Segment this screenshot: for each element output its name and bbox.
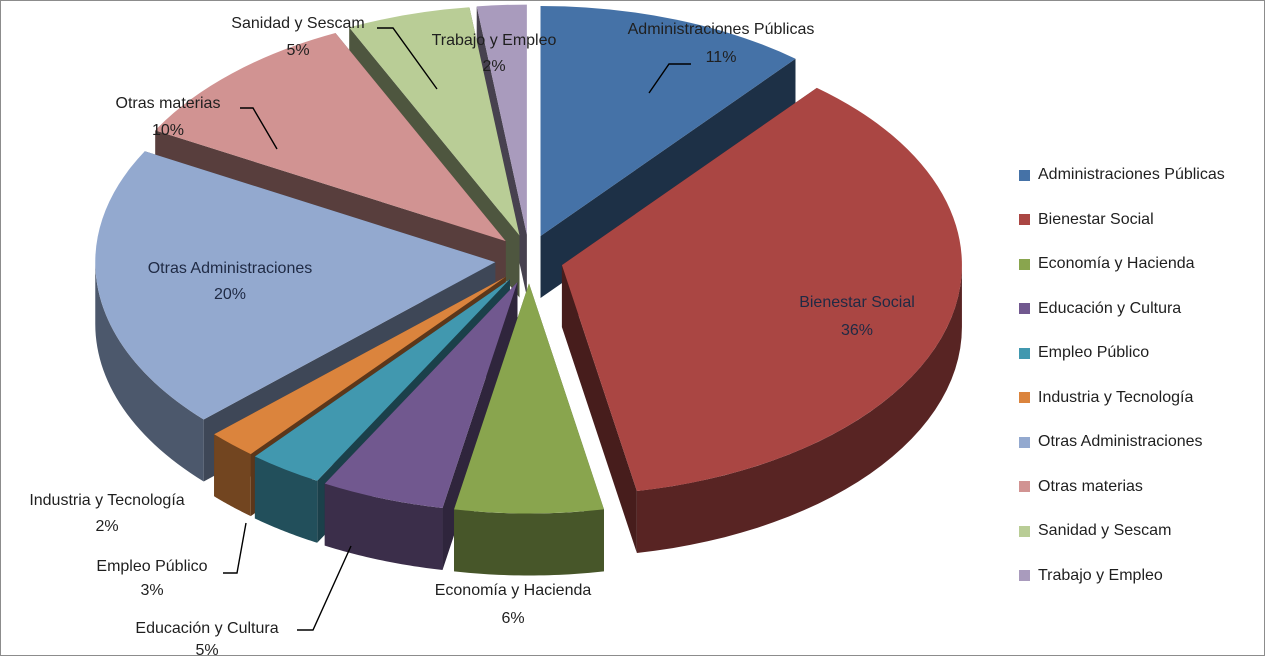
pie-slice-empleo-publico	[254, 279, 510, 481]
legend-swatch-economia-y-hacienda	[1019, 258, 1030, 270]
legend-swatch-otras-administraciones	[1019, 436, 1030, 448]
data-label-value-educacion-y-cultura: 5%	[195, 642, 218, 655]
legend-item-educacion-y-cultura: Educación y Cultura	[1019, 287, 1225, 332]
data-labels: Administraciones Públicas 11% Bienestar So…	[29, 15, 914, 655]
leader-line-educacion-y-cultura	[297, 545, 352, 631]
pie-slice-industria-y-tecnologia	[214, 276, 506, 455]
data-label-value-bienestar-social: 36%	[841, 322, 873, 339]
data-label-name-trabajo-y-empleo: Trabajo y Empleo	[432, 32, 557, 49]
data-label-value-empleo-publico: 3%	[140, 582, 163, 599]
legend-item-sanidad-y-sescam: Sanidad y Sescam	[1019, 509, 1225, 554]
data-label-name-otras-administraciones: Otras Administraciones	[148, 260, 313, 277]
legend-swatch-sanidad-y-sescam	[1019, 525, 1030, 537]
legend-label-bienestar-social: Bienestar Social	[1038, 210, 1154, 228]
legend-label-otras-materias: Otras materias	[1038, 477, 1143, 495]
pie-slice-educacion-y-cultura	[324, 282, 518, 508]
pie-slice-economia-y-hacienda	[454, 283, 604, 514]
legend-swatch-empleo-publico	[1019, 347, 1030, 359]
legend-label-educacion-y-cultura: Educación y Cultura	[1038, 299, 1182, 317]
data-label-value-industria-y-tecnologia: 2%	[95, 518, 118, 535]
legend-item-otras-materias: Otras materias	[1019, 465, 1225, 510]
pie-slice-side-industria-y-tecnologia	[214, 434, 251, 517]
data-label-name-industria-y-tecnologia: Industria y Tecnología	[29, 492, 184, 509]
legend-item-administraciones-publicas: Administraciones Públicas	[1019, 153, 1225, 198]
data-label-value-sanidad-y-sescam: 5%	[286, 42, 309, 59]
pie-slice-side-economia-y-hacienda	[454, 509, 604, 576]
pie-slice-side-empleo-publico	[254, 456, 318, 543]
pie-slice-side-bienestar-social	[636, 265, 962, 554]
legend-swatch-administraciones-publicas	[1019, 169, 1030, 181]
leader-line-administraciones-publicas	[648, 63, 691, 94]
leader-line-sanidad-y-sescam	[377, 27, 438, 90]
pie-slice-side-otras-administraciones	[95, 262, 204, 482]
legend-item-empleo-publico: Empleo Público	[1019, 331, 1225, 376]
legend-item-industria-y-tecnologia: Industria y Tecnología	[1019, 376, 1225, 421]
legend-swatch-industria-y-tecnologia	[1019, 392, 1030, 404]
legend-swatch-educacion-y-cultura	[1019, 303, 1030, 315]
data-label-name-sanidad-y-sescam: Sanidad y Sescam	[231, 15, 364, 32]
data-label-value-trabajo-y-empleo: 2%	[482, 58, 505, 75]
legend-label-otras-administraciones: Otras Administraciones	[1038, 433, 1203, 451]
pie-slice-otras-materias	[155, 33, 506, 242]
legend-swatch-bienestar-social	[1019, 214, 1030, 226]
data-label-name-economia-y-hacienda: Economía y Hacienda	[435, 582, 592, 599]
legend-item-bienestar-social: Bienestar Social	[1019, 198, 1225, 243]
pie-slice-wall-bienestar-social	[561, 265, 637, 554]
legend-swatch-otras-materias	[1019, 481, 1030, 493]
legend-label-empleo-publico: Empleo Público	[1038, 344, 1150, 362]
pie-slice-bienestar-social	[561, 87, 962, 492]
legend: Administraciones Públicas Bienestar Socia…	[1019, 153, 1225, 598]
legend-swatch-trabajo-y-empleo	[1019, 570, 1030, 582]
data-label-name-bienestar-social: Bienestar Social	[799, 294, 915, 311]
legend-label-industria-y-tecnologia: Industria y Tecnología	[1038, 388, 1194, 406]
pie-tops	[95, 4, 962, 514]
pie-slice-sanidad-y-sescam	[349, 7, 520, 236]
legend-item-trabajo-y-empleo: Trabajo y Empleo	[1019, 554, 1225, 599]
data-label-name-administraciones-publicas: Administraciones Públicas	[628, 21, 815, 38]
pie-slice-otras-administraciones	[95, 151, 496, 420]
legend-item-economia-y-hacienda: Economía y Hacienda	[1019, 242, 1225, 287]
legend-label-economia-y-hacienda: Economía y Hacienda	[1038, 255, 1195, 273]
legend-label-trabajo-y-empleo: Trabajo y Empleo	[1038, 566, 1163, 584]
pie-slice-administraciones-publicas	[540, 5, 796, 236]
legend-label-sanidad-y-sescam: Sanidad y Sescam	[1038, 522, 1172, 540]
leader-line-otras-materias	[240, 107, 278, 150]
legend-item-otras-administraciones: Otras Administraciones	[1019, 420, 1225, 465]
data-label-value-administraciones-publicas: 11%	[706, 49, 737, 66]
pie-slice-side-educacion-y-cultura	[324, 483, 443, 570]
data-label-value-economia-y-hacienda: 6%	[501, 610, 524, 627]
data-label-name-educacion-y-cultura: Educación y Cultura	[135, 620, 278, 637]
data-label-name-otras-materias: Otras materias	[116, 95, 221, 112]
pie-slice-trabajo-y-empleo	[476, 4, 527, 235]
data-label-value-otras-materias: 10%	[152, 122, 184, 139]
leader-line-empleo-publico	[223, 522, 247, 574]
data-label-value-otras-administraciones: 20%	[214, 286, 246, 303]
legend-label-administraciones-publicas: Administraciones Públicas	[1038, 166, 1225, 184]
data-label-name-empleo-publico: Empleo Público	[96, 558, 207, 575]
leader-lines	[223, 27, 691, 631]
